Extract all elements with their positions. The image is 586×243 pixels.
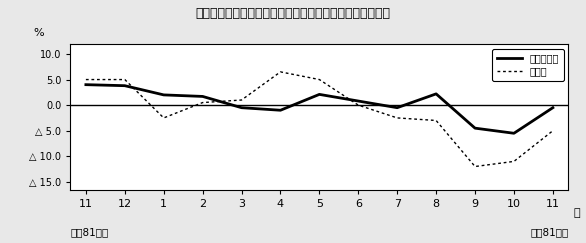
- Text: %: %: [33, 28, 43, 38]
- Text: 第２図　所定外労働時間対前年比の推移（規模５人以上）: 第２図 所定外労働時間対前年比の推移（規模５人以上）: [196, 7, 390, 20]
- Text: 月: 月: [573, 208, 580, 218]
- Text: 平成81８年: 平成81８年: [70, 227, 108, 237]
- Legend: 調査産業計, 製造業: 調査産業計, 製造業: [492, 49, 564, 81]
- Text: 平成81９年: 平成81９年: [530, 227, 568, 237]
